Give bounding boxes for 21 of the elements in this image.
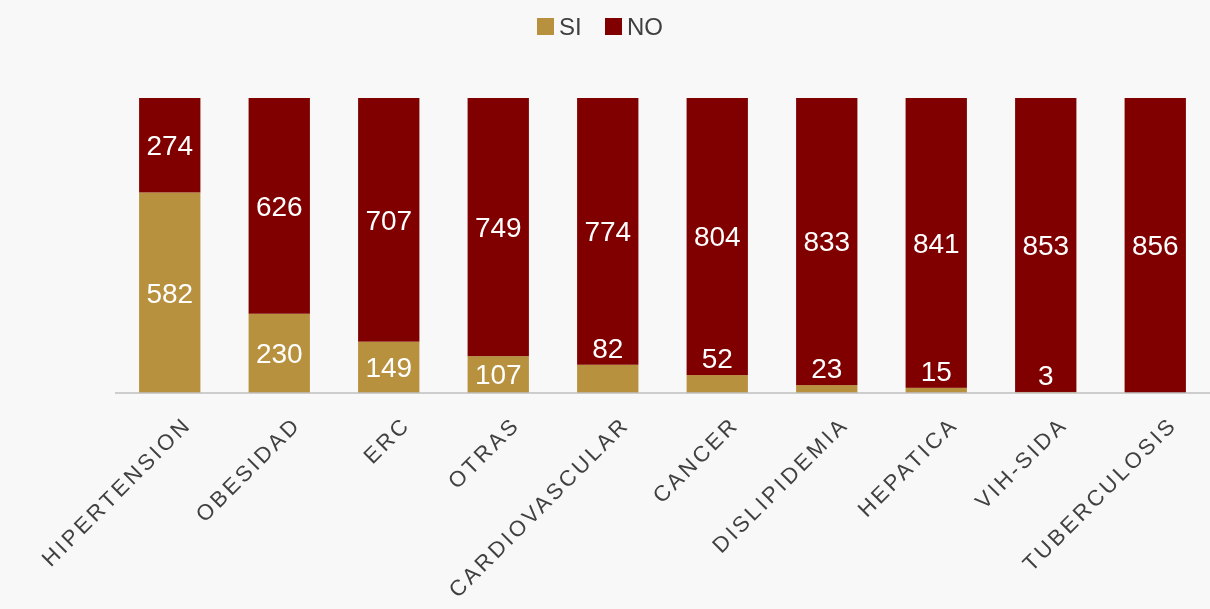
data-label: 707 <box>365 204 413 236</box>
data-label: 582 <box>146 277 194 309</box>
data-label: 856 <box>1131 230 1179 262</box>
data-label: 149 <box>365 352 413 384</box>
data-label: 82 <box>592 332 624 364</box>
data-label: 833 <box>803 226 851 258</box>
data-label: 774 <box>584 216 632 248</box>
data-label: 3 <box>1037 359 1054 391</box>
data-label: 52 <box>701 342 733 374</box>
data-label: 15 <box>920 355 952 387</box>
data-label: 853 <box>1022 229 1070 261</box>
data-label: 274 <box>146 130 194 162</box>
data-label: 626 <box>255 190 303 222</box>
data-label: 230 <box>255 338 303 370</box>
data-label: 23 <box>811 352 843 384</box>
legend-label: SI <box>559 13 582 41</box>
data-label: 841 <box>912 227 960 259</box>
legend-label: NO <box>627 13 663 41</box>
data-label: 107 <box>474 359 522 391</box>
data-label: 804 <box>693 221 741 253</box>
data-label: 749 <box>474 211 522 243</box>
